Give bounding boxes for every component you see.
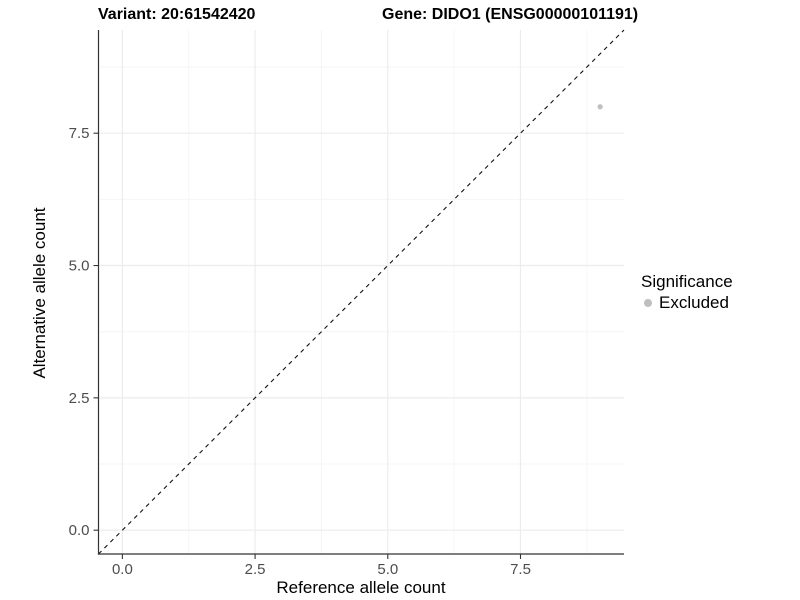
x-axis-label: Reference allele count [276,578,446,597]
x-tick-label: 2.5 [245,561,266,578]
x-tick-label: 0.0 [112,561,133,578]
legend-item-excluded: Excluded [637,293,733,313]
legend-title: Significance [641,272,733,291]
legend-item-label: Excluded [659,293,729,312]
legend: Significance Excluded [637,272,733,313]
gene-title: Gene: DIDO1 (ENSG00000101191) [382,6,639,23]
y-axis-label: Alternative allele count [30,207,49,379]
y-tick-label: 5.0 [69,258,90,275]
variant-title: Variant: 20:61542420 [98,6,256,23]
legend-point-icon [644,299,652,307]
y-tick-label: 0.0 [69,522,90,539]
identity-line [98,29,625,555]
data-point [597,104,603,110]
y-tick-label: 7.5 [69,125,90,142]
x-tick-label: 7.5 [510,561,531,578]
x-tick-label: 5.0 [377,561,398,578]
y-tick-label: 2.5 [69,390,90,407]
